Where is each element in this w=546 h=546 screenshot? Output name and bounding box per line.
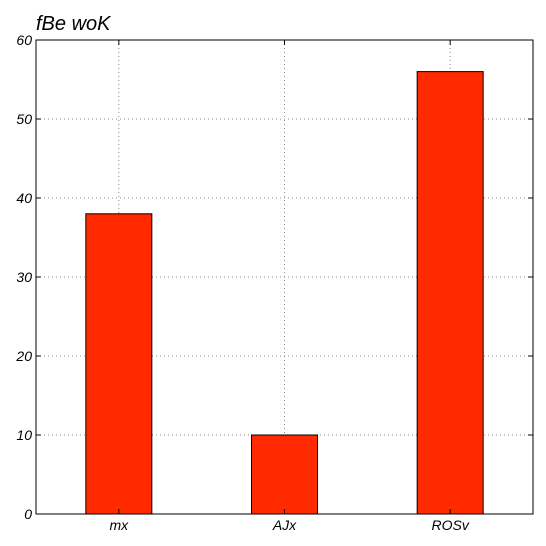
bars-layer [85,71,484,515]
y-tick-label: 60 [16,32,32,48]
y-tick-label: 0 [24,506,32,522]
labels-layer: 0 10 20 30 40 50 60 mx AJx ROSv [15,32,469,533]
x-tick-label: AJx [272,517,297,533]
y-tick-label: 30 [16,269,32,285]
y-tick-label: 40 [16,190,32,206]
bar-rosv [416,71,484,515]
x-tick-label: ROSv [431,517,469,533]
y-tick-label: 50 [16,111,32,127]
bar-ajx [251,434,318,515]
ticks-layer [36,39,533,515]
x-tick-label: mx [109,517,129,533]
y-tick-label: 20 [15,348,32,364]
bar-mx [85,213,153,515]
chart-title: fBe woK [36,13,112,35]
y-tick-label: 10 [16,427,32,443]
